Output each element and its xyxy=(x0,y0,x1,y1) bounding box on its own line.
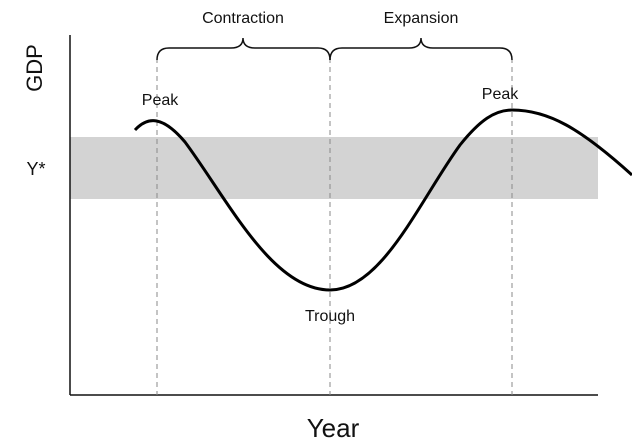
gdp-curve xyxy=(133,108,632,292)
contraction-brace xyxy=(156,37,331,61)
x-axis-label: Year xyxy=(307,413,360,443)
potential-output-band xyxy=(70,137,598,199)
point-label: Trough xyxy=(305,308,355,325)
point-label: Peak xyxy=(142,92,179,109)
phase-label: Expansion xyxy=(384,10,459,27)
expansion-brace xyxy=(329,37,513,61)
band-label: Y* xyxy=(26,159,45,179)
y-axis-label: GDP xyxy=(22,44,47,92)
phase-label: Contraction xyxy=(202,10,284,27)
phase-dividers xyxy=(156,58,513,395)
point-label: Peak xyxy=(482,86,519,103)
